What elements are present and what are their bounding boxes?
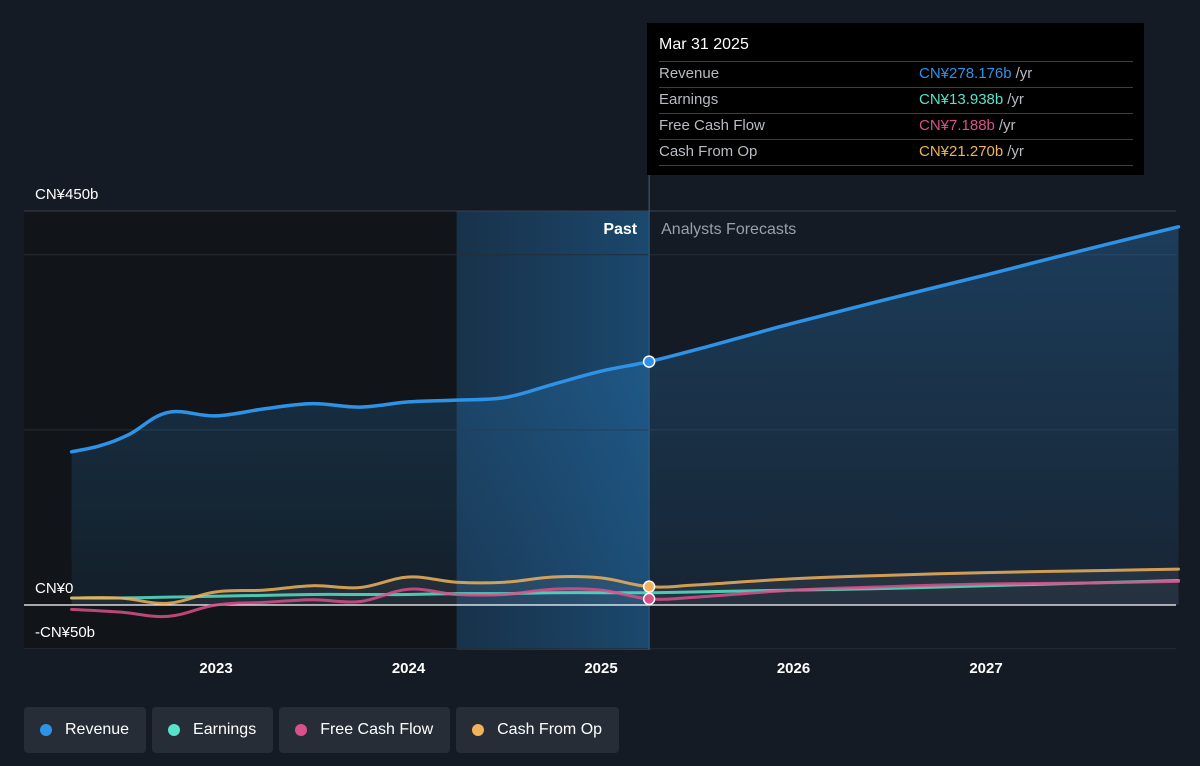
tooltip-row-unit: /yr [998,117,1016,134]
series-lines [69,225,1181,619]
legend-item-earnings[interactable]: Earnings [152,707,274,753]
tooltip-row-value: CN¥21.270b [919,143,1004,160]
legend-label: Earnings [193,721,257,738]
tooltip-row-label: Free Cash Flow [659,117,765,134]
past-label: Past [603,221,637,238]
legend-dot-icon [168,724,181,736]
y-axis-ticks: CN¥450b CN¥0 -CN¥50b [35,186,98,641]
free-cash-flow-point[interactable] [642,592,656,606]
tooltip-row-revenue: Revenue CN¥278.176b/yr [659,61,1133,87]
cash-from-op-point[interactable] [642,580,656,593]
legend-dot-icon [472,724,485,736]
y-tick-label: -CN¥50b [35,624,95,641]
legend-dot-icon [40,724,52,736]
x-tick-label: 2027 [969,660,1002,677]
highlight-points [642,355,656,606]
tooltip-row-value: CN¥13.938b [919,91,1004,108]
x-tick-label: 2024 [392,660,426,677]
x-tick-label: 2025 [584,660,617,677]
tooltip-row-value: CN¥7.188b [919,117,995,134]
tooltip-row-unit: /yr [1007,91,1024,108]
legend-dot-icon [295,724,308,736]
revenue-area [71,226,1179,606]
tooltip-row-value: CN¥278.176b [919,65,1012,82]
tooltip-row-unit: /yr [1015,65,1033,82]
legend-label: Cash From Op [497,721,603,738]
y-tick-label: CN¥450b [35,186,98,203]
x-axis-ticks: 2023 2024 2025 2026 2027 [199,660,1002,677]
tooltip-row-label: Cash From Op [659,143,758,160]
free-cash-flow-line [70,579,1180,619]
y-tick-label: CN¥0 [35,580,73,597]
x-tick-label: 2026 [777,660,810,677]
tooltip-row-earnings: Earnings CN¥13.938b/yr [659,87,1133,113]
legend-item-revenue[interactable]: Revenue [24,707,147,753]
legend: Revenue Earnings Free Cash Flow Cash From O… [24,707,620,753]
tooltip: Mar 31 2025 Revenue CN¥278.176b/yr Earning… [647,23,1144,175]
tooltip-row-label: Revenue [659,65,720,82]
revenue-point[interactable] [642,355,656,368]
tooltip-row-label: Earnings [659,91,719,108]
x-tick-label: 2023 [199,660,232,677]
tooltip-row-cash-from-op: Cash From Op CN¥21.270b/yr [659,139,1133,166]
tooltip-rows: Revenue CN¥278.176b/yr Earnings CN¥13.938b /… [659,61,1133,166]
analysts-forecasts-label: Analysts Forecasts [661,221,796,238]
lower-series-area [71,569,1179,605]
tooltip-date: Mar 31 2025 [659,36,749,53]
legend-label: Free Cash Flow [320,721,434,738]
legend-item-cash-from-op[interactable]: Cash From Op [456,707,620,753]
legend-item-free-cash-flow[interactable]: Free Cash Flow [279,707,451,753]
tooltip-row-free-cash-flow: Free Cash Flow CN¥7.188b/yr [659,113,1133,139]
cash-from-op-line [70,567,1180,605]
tooltip-row-unit: /yr [1007,143,1024,160]
revenue-line [69,225,1181,454]
legend-label: Revenue [65,721,130,738]
